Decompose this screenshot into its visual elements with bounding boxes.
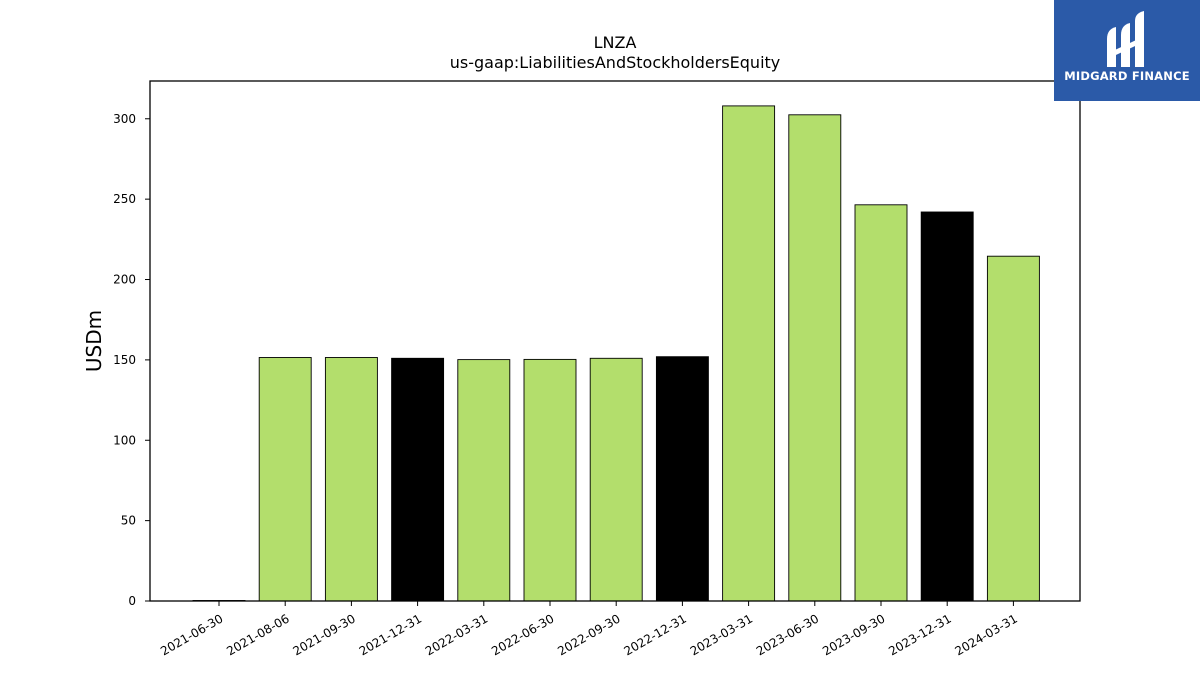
x-tick-label: 2023-06-30 [754,611,821,658]
chart-title: LNZA [594,33,637,52]
logo-text: MIDGARD FINANCE [1064,69,1190,83]
bar-2023-12-31 [920,211,974,602]
y-axis-ticks: 0 50 100 150 200 250 300 [113,112,150,608]
bar-2021-08-06 [258,357,312,602]
y-tick-label: 200 [113,273,136,287]
x-tick-label: 2023-09-30 [820,611,887,658]
x-tick-label: 2021-09-30 [290,611,357,658]
x-axis-ticks: 2021-06-302021-08-062021-09-302021-12-31… [158,601,1020,658]
y-tick-label: 150 [113,353,136,367]
bar-2023-06-30 [788,114,842,602]
bar-2022-12-31 [655,356,709,602]
x-tick-label: 2024-03-31 [952,611,1019,658]
midgard-logo-icon [1107,11,1144,67]
x-tick-label: 2021-12-31 [357,611,424,658]
plot-frame [149,80,1081,602]
y-tick-label: 100 [113,433,136,447]
x-tick-label: 2021-08-06 [224,611,291,658]
bar-2024-03-31 [986,255,1040,602]
x-tick-label: 2022-12-31 [621,611,688,658]
bar-2023-03-31 [722,105,776,602]
y-tick-label: 50 [121,514,136,528]
y-tick-label: 250 [113,192,136,206]
x-tick-label: 2023-03-31 [688,611,755,658]
x-tick-label: 2022-06-30 [489,611,556,658]
x-tick-label: 2022-03-31 [423,611,490,658]
midgard-finance-logo: MIDGARD FINANCE [1054,0,1200,101]
bar-2022-09-30 [589,357,643,602]
x-tick-label: 2022-09-30 [555,611,622,658]
x-tick-label: 2021-06-30 [158,611,225,658]
x-tick-label: 2023-12-31 [886,611,953,658]
bar-2022-06-30 [523,358,577,602]
y-tick-label: 300 [113,112,136,126]
bar-2022-03-31 [457,359,511,602]
bar-2021-09-30 [324,357,378,602]
y-axis-label: USDm [82,310,106,372]
bars-group [192,105,1040,602]
bar-2023-09-30 [854,204,908,602]
bar-2021-12-31 [391,357,445,602]
chart-subtitle: us-gaap:LiabilitiesAndStockholdersEquity [450,53,781,72]
y-tick-label: 0 [128,594,136,608]
